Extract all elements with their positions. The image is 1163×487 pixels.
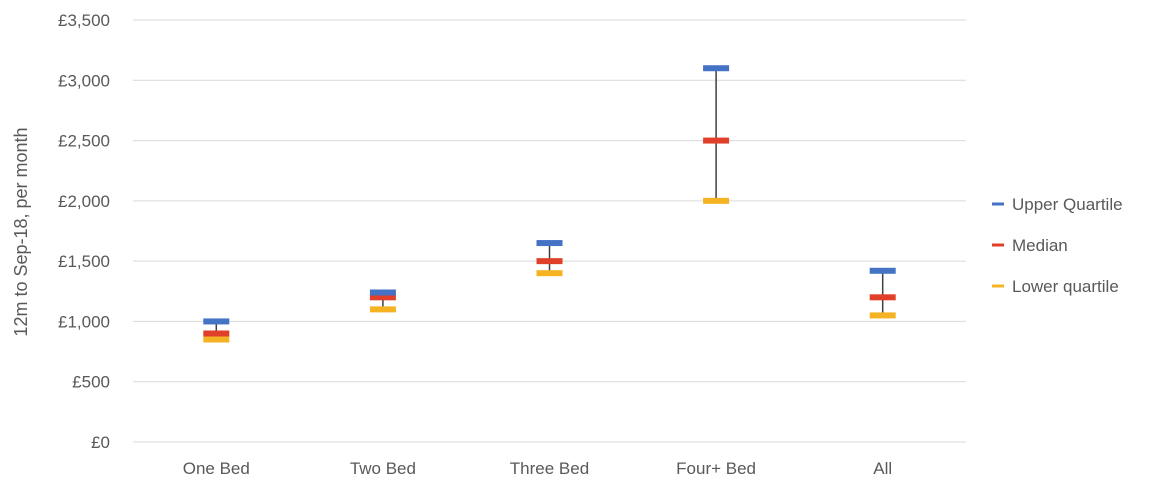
markers <box>203 65 896 343</box>
y-tick-label: £500 <box>72 373 110 392</box>
legend-label: Upper Quartile <box>1012 195 1123 214</box>
lower-quartile-marker <box>536 270 563 277</box>
upper-quartile-marker <box>703 65 730 72</box>
y-axis-title: 12m to Sep-18, per month <box>11 127 31 336</box>
median-marker <box>203 330 230 337</box>
x-tick-label: One Bed <box>183 459 250 478</box>
upper-quartile-marker <box>536 240 563 247</box>
x-tick-label: All <box>873 459 892 478</box>
y-tick-label: £2,000 <box>58 192 110 211</box>
y-tick-label: £0 <box>91 433 110 452</box>
y-axis-tick-labels: £0 £500 £1,000 £1,500 £2,000 £2,500 £3,000 £3,5… <box>58 11 110 452</box>
median-marker <box>369 294 396 301</box>
legend-swatch <box>992 202 1004 206</box>
upper-quartile-marker <box>869 267 896 274</box>
legend-swatch <box>992 284 1004 288</box>
lower-quartile-marker <box>369 306 396 313</box>
gridlines <box>133 19 966 443</box>
lower-quartile-marker <box>203 336 230 343</box>
median-marker <box>536 258 563 265</box>
y-tick-label: £1,500 <box>58 252 110 271</box>
legend-label: Median <box>1012 236 1068 255</box>
median-marker <box>703 137 730 144</box>
y-tick-label: £2,500 <box>58 132 110 151</box>
lower-quartile-marker <box>869 312 896 319</box>
upper-quartile-marker <box>369 289 396 296</box>
legend: Upper Quartile Median Lower quartile <box>992 195 1123 296</box>
legend-swatch <box>992 243 1004 247</box>
lower-quartile-marker <box>703 197 730 204</box>
x-tick-label: Three Bed <box>510 459 589 478</box>
range-lines <box>215 68 884 340</box>
x-tick-label: Four+ Bed <box>676 459 756 478</box>
upper-quartile-marker <box>203 318 230 325</box>
y-tick-label: £1,000 <box>58 312 110 331</box>
x-tick-label: Two Bed <box>350 459 416 478</box>
x-axis-tick-labels: One Bed Two Bed Three Bed Four+ Bed All <box>183 459 892 478</box>
y-tick-label: £3,000 <box>58 71 110 90</box>
y-tick-label: £3,500 <box>58 11 110 30</box>
median-marker <box>869 294 896 301</box>
legend-label: Lower quartile <box>1012 277 1119 296</box>
